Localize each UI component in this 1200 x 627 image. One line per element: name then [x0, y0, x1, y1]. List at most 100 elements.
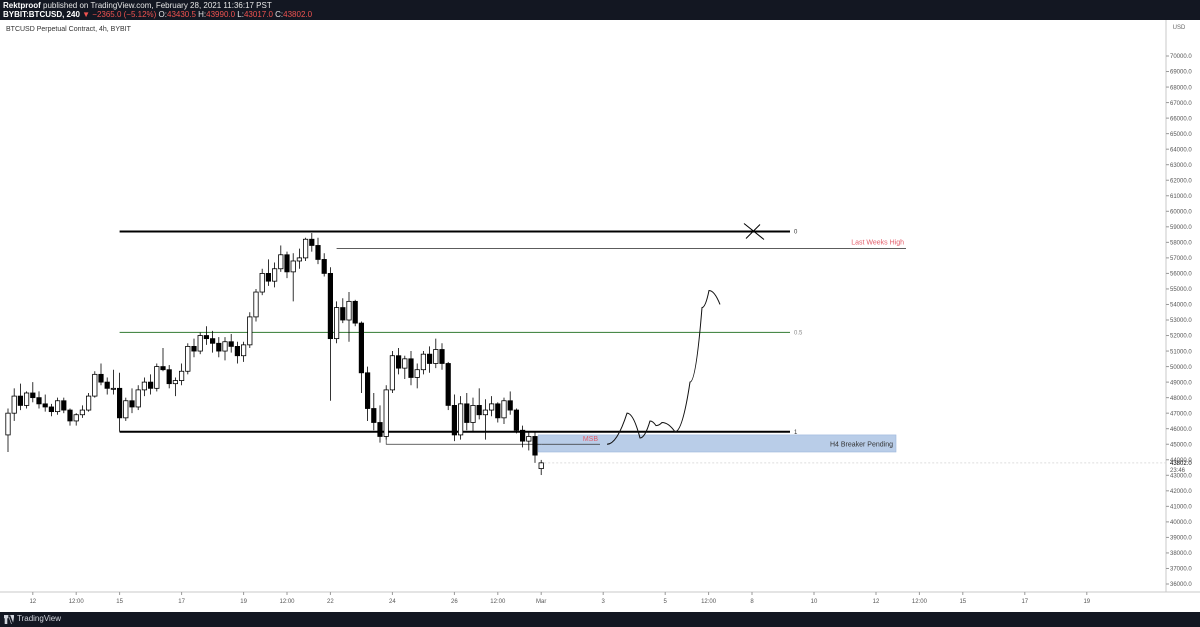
candle-body: [117, 387, 123, 419]
price-tick-label: 58000.0: [1170, 241, 1192, 247]
tradingview-logo-icon: [4, 615, 14, 624]
candle-body: [166, 369, 172, 385]
time-tick-label: 5: [664, 599, 668, 605]
candle-body: [228, 341, 234, 347]
candle-body: [402, 358, 408, 369]
price-tick-label: 61000.0: [1170, 194, 1192, 200]
candle-body: [129, 400, 135, 408]
price-tick-label: 50000.0: [1170, 365, 1192, 371]
candle-body: [470, 405, 476, 423]
time-tick-label: 24: [389, 599, 396, 605]
candle-body: [240, 344, 247, 357]
last-weeks-high-label: Last Weeks High: [851, 240, 904, 247]
ohlc-o-label: O:: [156, 10, 167, 19]
candle-body: [296, 257, 303, 262]
time-tick-label: 17: [1021, 599, 1028, 605]
price-tick-label: 36000.0: [1170, 582, 1192, 588]
price-tick-label: 65000.0: [1170, 132, 1192, 138]
price-change: ▼ −2365.0 (−5.12%): [82, 10, 157, 19]
ohlc-high: 43990.0: [206, 10, 236, 19]
price-tick-label: 41000.0: [1170, 505, 1192, 511]
candle-body: [476, 405, 482, 416]
candle-body: [526, 436, 532, 442]
candle-body: [104, 381, 110, 389]
candle-body: [191, 345, 197, 352]
bottom-bar: TradingView: [0, 612, 1200, 627]
candle-body: [352, 300, 358, 324]
candle-body: [172, 380, 178, 385]
ohlc-h-label: H:: [195, 10, 207, 19]
top-info-bar: Rektproof published on TradingView.com, …: [0, 0, 1200, 20]
price-tick-label: 42000.0: [1170, 489, 1192, 495]
time-tick-label: 22: [327, 599, 334, 605]
candle-body: [92, 373, 98, 397]
invalidation-x-mark: [743, 223, 765, 240]
price-tick-label: 68000.0: [1170, 85, 1192, 91]
price-tick-label: 69000.0: [1170, 70, 1192, 76]
time-tick-label: 19: [240, 599, 247, 605]
candle-body: [98, 373, 104, 383]
candle-body: [185, 345, 191, 372]
candle-body: [197, 335, 203, 352]
candle-body: [457, 403, 464, 436]
candle-body: [79, 409, 85, 416]
candle-body: [265, 273, 272, 282]
price-tick-label: 45000.0: [1170, 442, 1192, 448]
time-tick-label: 12:00: [279, 599, 295, 605]
candle-body: [346, 300, 352, 321]
time-tick-label: 3: [602, 599, 606, 605]
candle-body: [178, 370, 185, 381]
price-tick-label: 47000.0: [1170, 411, 1192, 417]
candle-body: [340, 307, 346, 321]
price-tick-label: 38000.0: [1170, 551, 1192, 557]
chart-area[interactable]: BTCUSD Perpetual Contract, 4h, BYBIT USD…: [0, 20, 1200, 612]
time-tick-label: 15: [116, 599, 123, 605]
published-text: published on TradingView.com, February 2…: [40, 1, 272, 10]
candle-body: [358, 322, 365, 374]
projected-price-path: [606, 289, 721, 445]
ohlc-line: BYBIT:BTCUSD, 240 ▼ −2365.0 (−5.12%) O:4…: [3, 10, 312, 19]
time-tick-label: 26: [451, 599, 458, 605]
price-tick-label: 51000.0: [1170, 349, 1192, 355]
price-tick-label: 54000.0: [1170, 303, 1192, 309]
price-tick-label: 44000.0: [1170, 458, 1192, 464]
candlestick-chart[interactable]: USD 70000.0 69000.0 68000.0 67000.0 66000.0 65…: [0, 20, 1200, 612]
candle-body: [123, 400, 129, 419]
candle-body: [110, 387, 116, 390]
candle-body: [488, 403, 495, 411]
price-tick-label: 60000.0: [1170, 209, 1192, 215]
candle-body: [135, 389, 141, 408]
instrument-label: BTCUSD Perpetual Contract, 4h, BYBIT: [6, 26, 131, 33]
price-axis[interactable]: [1166, 20, 1200, 612]
price-tick-label: 55000.0: [1170, 287, 1192, 293]
candle-body: [364, 372, 371, 409]
candle-body: [209, 338, 216, 344]
candle-body: [333, 307, 340, 340]
candle-body: [315, 245, 321, 260]
candle-body: [501, 400, 507, 419]
price-tick-label: 37000.0: [1170, 567, 1192, 573]
candle-body: [271, 268, 278, 282]
time-tick-label: 15: [959, 599, 966, 605]
time-tick-label: 12:00: [69, 599, 85, 605]
candle-body: [141, 381, 147, 391]
time-tick-label: 19: [1083, 599, 1090, 605]
price-tick-label: 64000.0: [1170, 147, 1192, 153]
candle-body: [389, 355, 396, 391]
candle-body: [216, 342, 222, 352]
candle-body: [420, 353, 427, 371]
time-tick-label: 12: [29, 599, 36, 605]
price-tick-label: 63000.0: [1170, 163, 1192, 169]
ohlc-low: 43017.0: [243, 10, 273, 19]
candle-body: [532, 436, 538, 456]
candle-body: [451, 405, 458, 436]
candle-body: [5, 412, 11, 436]
ohlc-open: 43430.5: [167, 10, 196, 19]
candle-body: [383, 389, 389, 437]
candle-body: [86, 395, 92, 411]
candle-body: [17, 395, 24, 406]
candle-body: [371, 408, 377, 423]
candle-body: [55, 400, 61, 413]
candle-body: [48, 406, 55, 413]
time-tick-label: 8: [750, 599, 754, 605]
